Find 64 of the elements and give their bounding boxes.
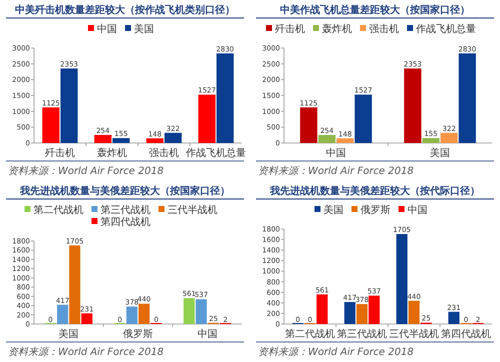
x-tick-label: 轰炸机 [97, 147, 127, 159]
legend-label: 中国 [97, 23, 117, 35]
x-tick-label: 中国 [326, 147, 346, 159]
bar [356, 304, 368, 324]
bar [368, 296, 380, 324]
bar [94, 134, 112, 143]
bar [316, 294, 328, 324]
chart-title: 我先进战机数量与美俄差距较大（按国家口径） [19, 185, 230, 197]
legend-label: 作战飞机总量 [415, 23, 476, 35]
bar [138, 304, 150, 324]
chart-title: 中美歼击机数量差距较大（按作战飞机类别口径） [15, 4, 235, 16]
x-tick-label: 强击机 [149, 147, 179, 159]
bar [126, 306, 138, 324]
bar [300, 107, 318, 143]
bar [216, 53, 234, 143]
legend-label: 歼击机 [275, 23, 305, 35]
bar [164, 132, 182, 143]
bar [448, 312, 460, 324]
bar [336, 138, 354, 143]
legend-label: 第三代战机 [100, 204, 150, 216]
chart-title: 中美作战飞机总量差距较大（按国家口径） [280, 4, 470, 16]
text: 资料来源：World Air Force 2018 [8, 346, 164, 358]
chart-title: 我先进战机数量与美俄差距较大（按代际口径） [269, 185, 480, 197]
legend-label: 第四代战机 [100, 216, 150, 228]
legend-label: 轰炸机 [322, 23, 352, 35]
bar [318, 134, 336, 143]
bar [184, 298, 195, 324]
x-tick-label: 中国 [197, 328, 218, 340]
legend-label: 强击机 [369, 23, 399, 35]
x-tick-label: 第三代战机 [337, 328, 387, 340]
x-tick-label: 作战飞机总量 [185, 147, 246, 159]
x-tick-label: 第四代战机 [441, 328, 491, 340]
bar [458, 53, 476, 143]
bar [404, 68, 422, 143]
bar [354, 94, 372, 143]
x-tick-label: 三代半战机 [389, 328, 439, 340]
x-tick-label: 俄罗斯 [123, 328, 153, 340]
legend-label: 美国 [134, 23, 154, 35]
bar [57, 304, 68, 324]
x-tick-label: 第二代战机 [285, 328, 335, 340]
legend-label: 俄罗斯 [360, 204, 390, 216]
legend-label: 美国 [324, 204, 344, 216]
bar [42, 107, 60, 143]
text: 资料来源：World Air Force 2018 [258, 346, 414, 358]
x-tick-label: 歼击机 [45, 147, 75, 159]
x-tick-label: 美国 [430, 147, 450, 159]
legend-label: 三代半战机 [168, 204, 218, 216]
bar [396, 234, 408, 324]
bar [198, 94, 216, 143]
bar [81, 313, 92, 324]
bar [196, 299, 207, 324]
bar [112, 138, 130, 143]
text: 资料来源：World Air Force 2018 [258, 165, 414, 177]
bar [69, 245, 80, 324]
legend-label: 中国 [408, 204, 428, 216]
bar [440, 132, 458, 143]
x-tick-label: 美国 [58, 328, 79, 340]
text: 资料来源：World Air Force 2018 [8, 165, 164, 177]
bar [422, 138, 440, 143]
legend-label: 第二代战机 [34, 204, 84, 216]
bar [146, 138, 164, 143]
bar [344, 302, 356, 324]
bar [408, 300, 420, 324]
bar [60, 68, 78, 143]
